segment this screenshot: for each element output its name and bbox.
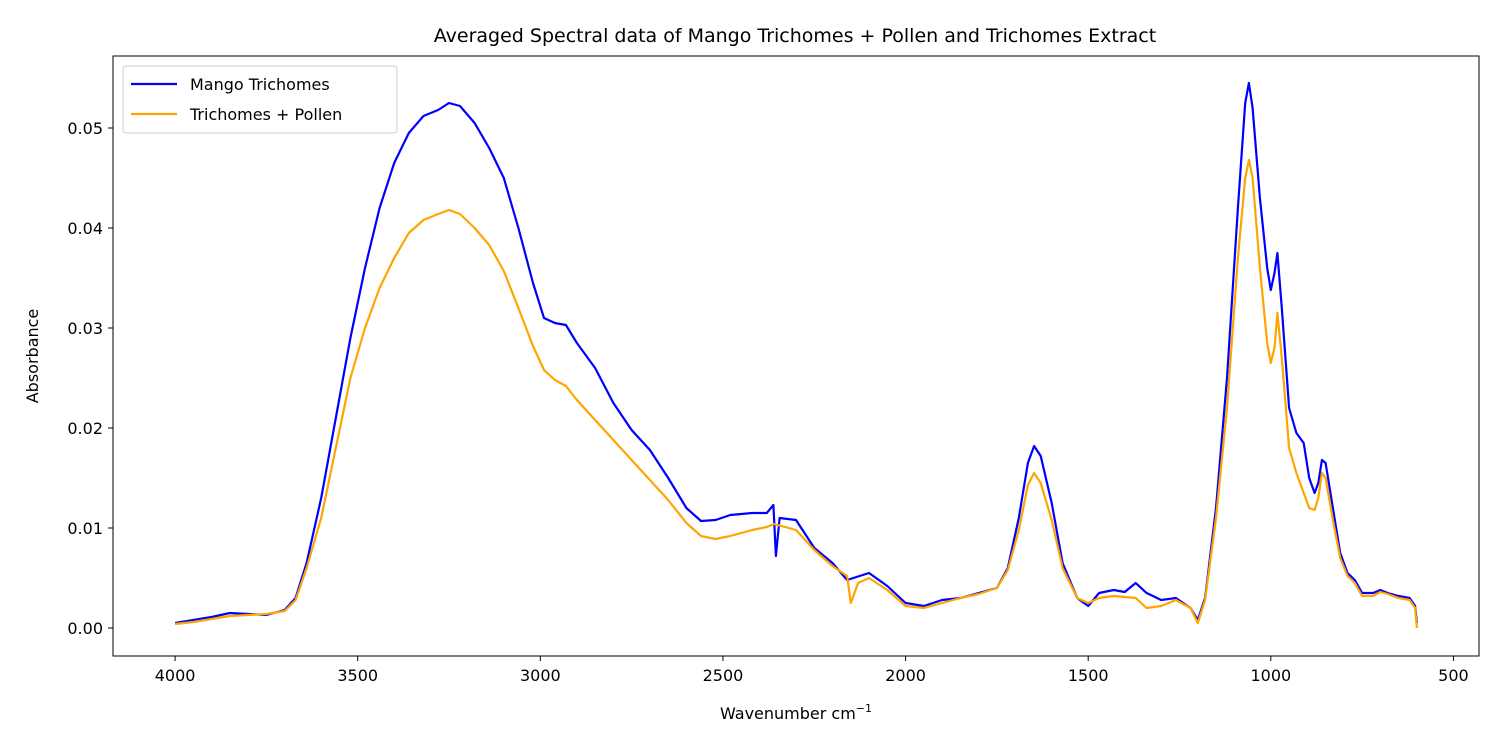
x-tick-label: 2500 xyxy=(703,666,744,685)
legend: Mango Trichomes Trichomes + Pollen xyxy=(122,65,398,134)
x-axis-title: Wavenumber cm−1 xyxy=(720,702,872,723)
x-tick-label: 500 xyxy=(1438,666,1469,685)
x-axis-title-text: Wavenumber cm xyxy=(720,704,856,723)
x-axis: 4000 3500 3000 2500 2000 1500 1000 500 xyxy=(155,656,1469,685)
y-tick-label: 0.03 xyxy=(67,319,103,338)
y-tick-label: 0.02 xyxy=(67,419,103,438)
series-line-trichomes-pollen xyxy=(174,158,1418,629)
x-tick-label: 3500 xyxy=(337,666,378,685)
x-tick-label: 1000 xyxy=(1250,666,1291,685)
y-tick-label: 0.01 xyxy=(67,519,103,538)
y-axis: 0.00 0.01 0.02 0.03 0.04 0.05 xyxy=(67,119,113,638)
x-tick-label: 1500 xyxy=(1068,666,1109,685)
y-tick-label: 0.00 xyxy=(67,619,103,638)
y-axis-title: Absorbance xyxy=(23,309,42,404)
x-axis-title-superscript: −1 xyxy=(856,702,872,715)
chart-title: Averaged Spectral data of Mango Trichome… xyxy=(434,25,1156,47)
y-tick-label: 0.04 xyxy=(67,219,103,238)
x-tick-label: 4000 xyxy=(155,666,196,685)
plot-frame xyxy=(112,55,1480,657)
legend-label-mango-trichomes: Mango Trichomes xyxy=(190,75,330,94)
x-tick-label: 3000 xyxy=(520,666,561,685)
legend-label-trichomes-pollen: Trichomes + Pollen xyxy=(189,105,342,124)
x-tick-label: 2000 xyxy=(885,666,926,685)
plot-lines xyxy=(174,81,1418,629)
y-tick-label: 0.05 xyxy=(67,119,103,138)
legend-box xyxy=(122,65,398,134)
